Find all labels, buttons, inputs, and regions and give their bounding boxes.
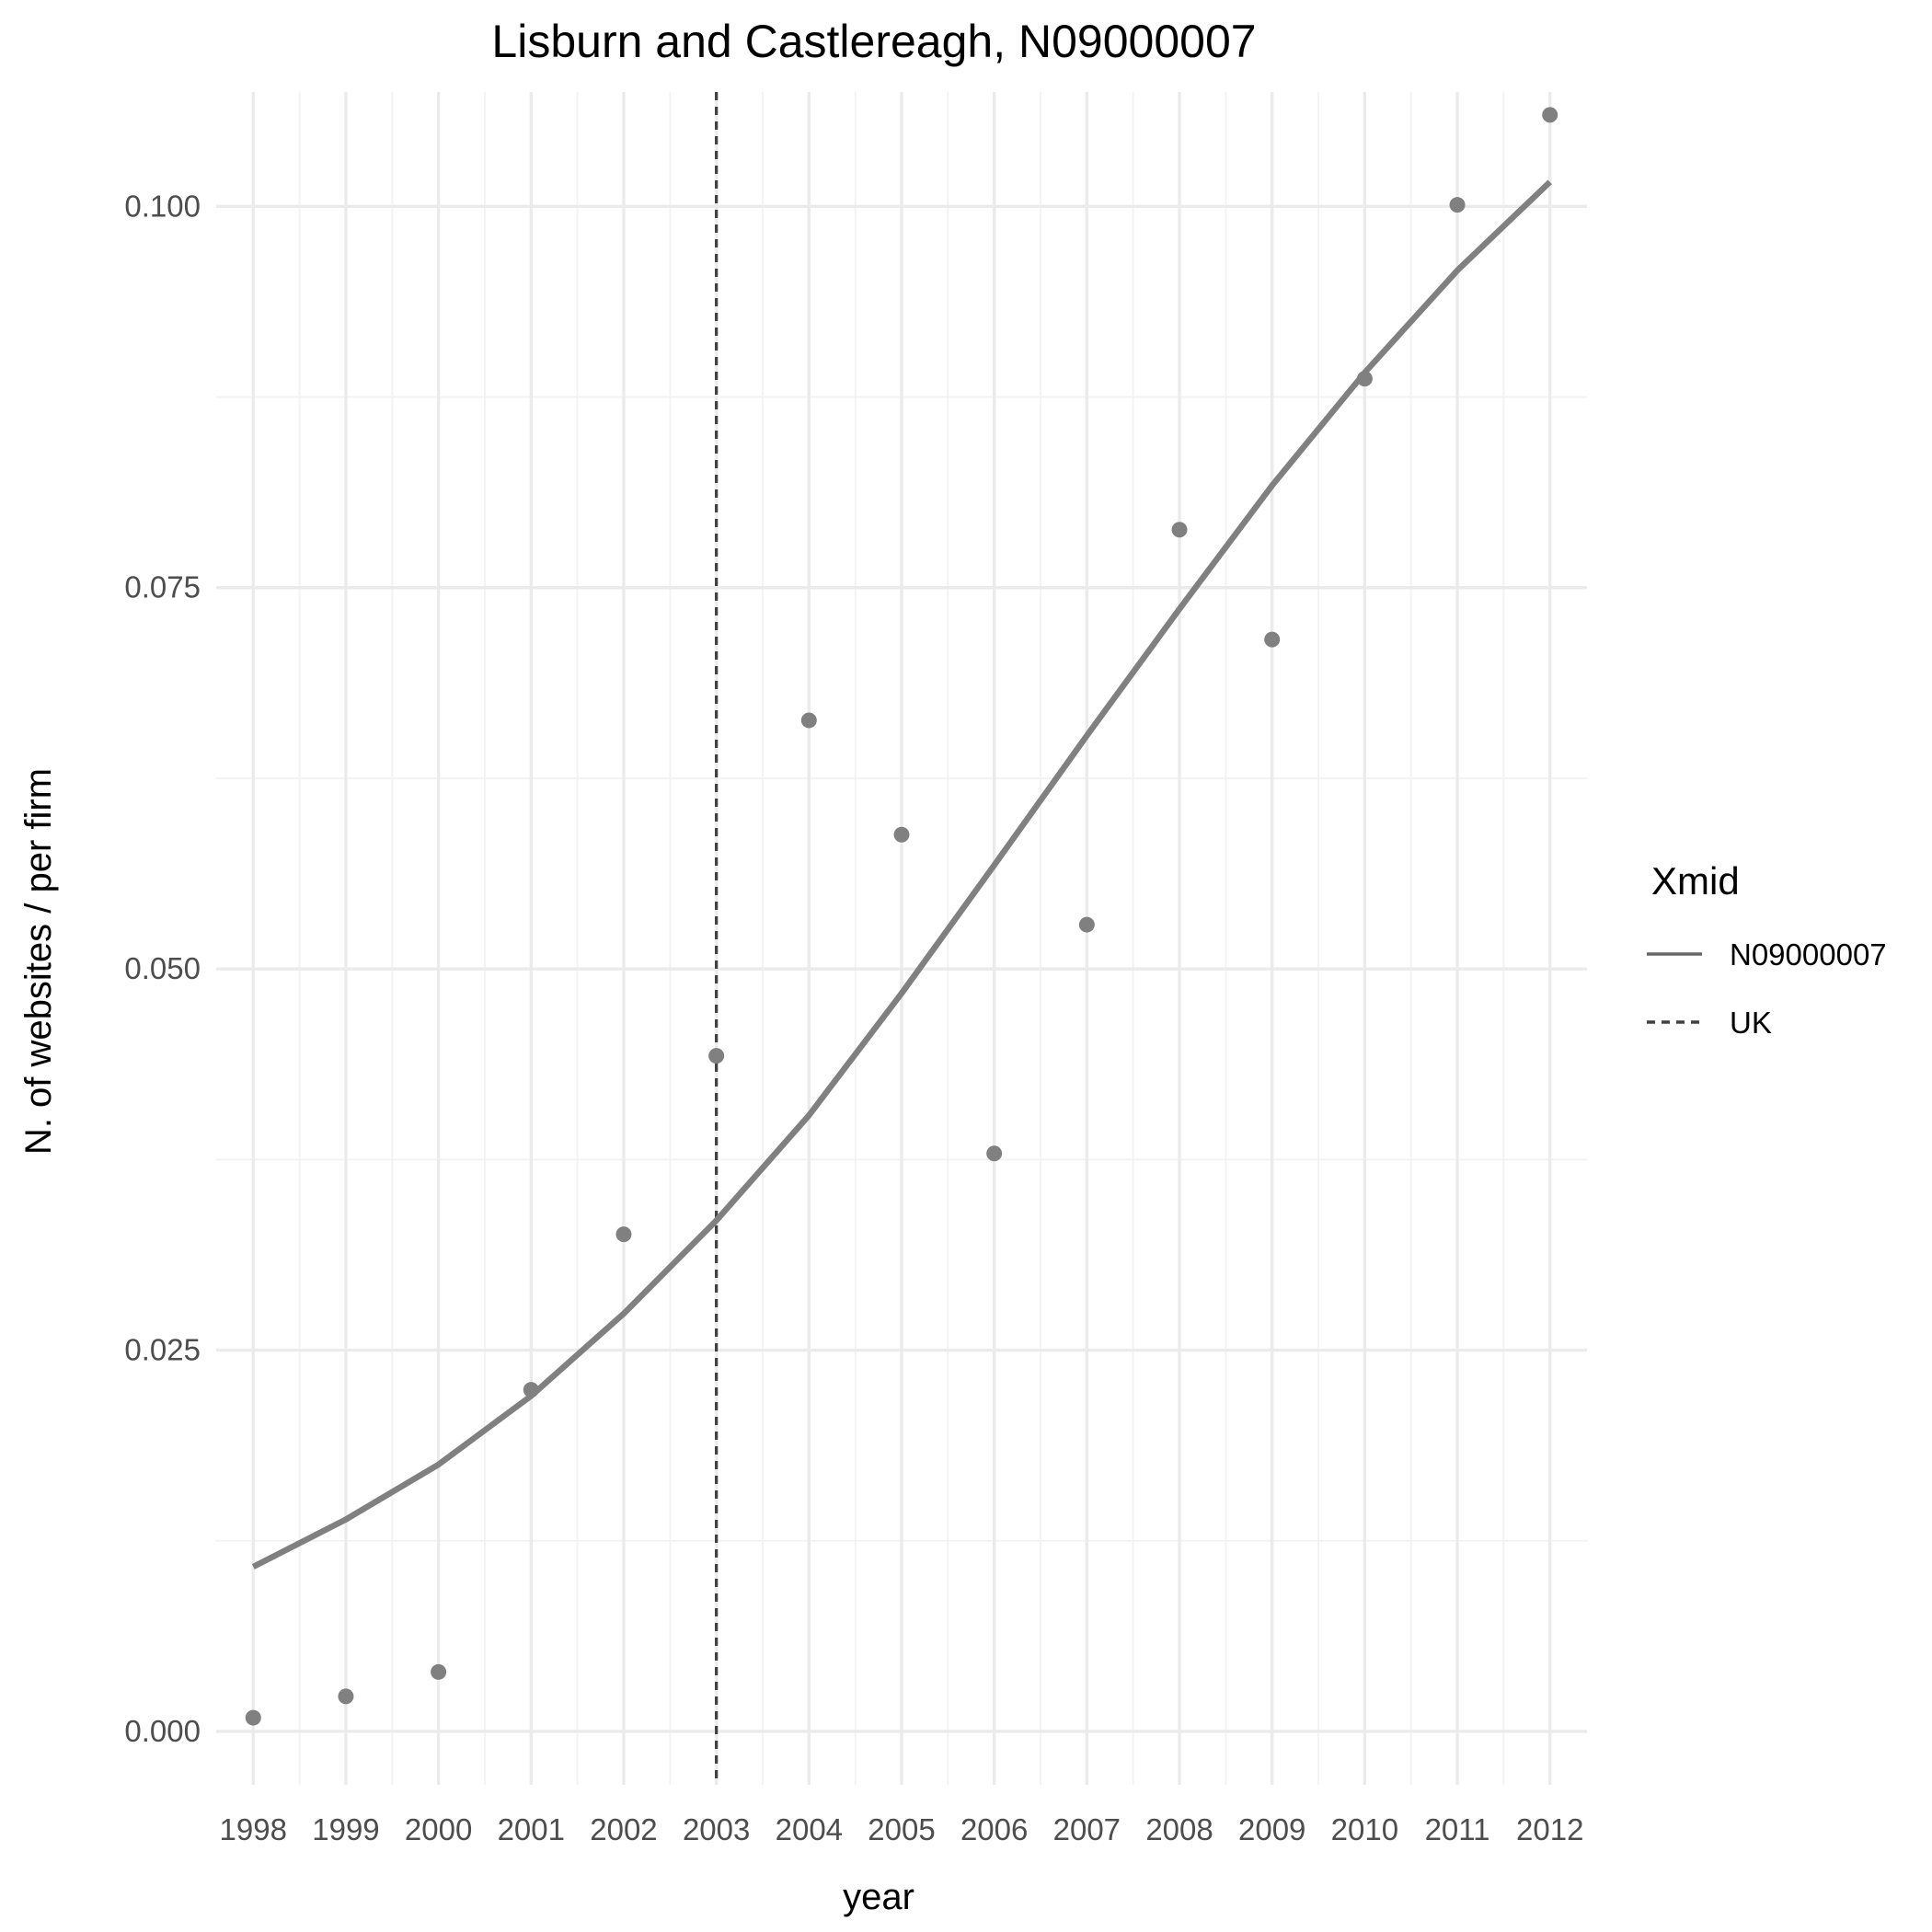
x-tick-label: 2005 [868,1812,935,1846]
series-layer [251,179,1552,1570]
data-point [1078,916,1095,933]
x-tick-label: 2010 [1331,1812,1398,1846]
data-point [800,712,817,729]
x-tick-label: 2012 [1516,1812,1583,1846]
data-point [431,1663,447,1680]
grid [216,92,1587,1785]
y-axis-title: N. of websites / per firm [18,768,59,1155]
legend-items: N09000007 UK [1647,937,1887,1040]
x-axis-ticks: 1998 1999 2000 2001 2002 2003 2004 2005 2006 2007… [220,1812,1584,1846]
y-tick-label: 0.075 [124,570,201,604]
x-tick-label: 1998 [220,1812,287,1846]
x-tick-label: 2002 [590,1812,657,1846]
data-point [986,1145,1003,1162]
data-point [1449,197,1466,213]
series-line-n09000007 [251,179,1552,1570]
legend-label: N09000007 [1730,937,1887,972]
data-point [523,1382,539,1398]
y-tick-label: 0.050 [124,951,201,985]
x-tick-label: 2009 [1238,1812,1305,1846]
data-point [1171,522,1188,538]
legend: Xmid N09000007 UK [1647,859,1887,1040]
data-point [615,1226,632,1243]
y-tick-label: 0.100 [124,189,201,223]
y-tick-label: 0.025 [124,1333,201,1367]
x-tick-label: 2011 [1425,1812,1490,1846]
data-point [1264,631,1281,648]
data-point [708,1048,725,1064]
y-tick-label: 0.000 [124,1714,201,1748]
data-point [893,826,910,843]
y-axis-ticks: 0.000 0.025 0.050 0.075 0.100 [124,189,201,1748]
data-point [338,1688,354,1705]
legend-label: UK [1730,1006,1772,1040]
legend-item: UK [1647,1006,1772,1040]
x-tick-label: 2001 [498,1812,565,1846]
x-tick-label: 2004 [776,1812,843,1846]
x-tick-label: 2008 [1145,1812,1213,1846]
x-tick-label: 1999 [312,1812,379,1846]
x-tick-label: 2006 [960,1812,1028,1846]
chart-title: Lisburn and Castlereagh, N09000007 [491,16,1256,67]
data-point [1356,371,1373,387]
x-tick-label: 2003 [683,1812,750,1846]
x-axis-title: year [843,1877,914,1917]
x-tick-label: 2000 [405,1812,472,1846]
x-tick-label: 2007 [1053,1812,1121,1846]
legend-item: N09000007 [1647,937,1887,972]
legend-title: Xmid [1651,859,1740,903]
data-point [1542,107,1558,123]
data-point [245,1709,261,1726]
points-layer [245,107,1558,1726]
